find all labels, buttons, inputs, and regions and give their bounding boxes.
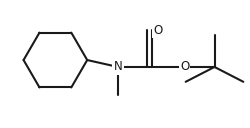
Text: N: N [114,60,122,73]
Text: O: O [153,24,162,37]
Text: O: O [180,60,189,73]
